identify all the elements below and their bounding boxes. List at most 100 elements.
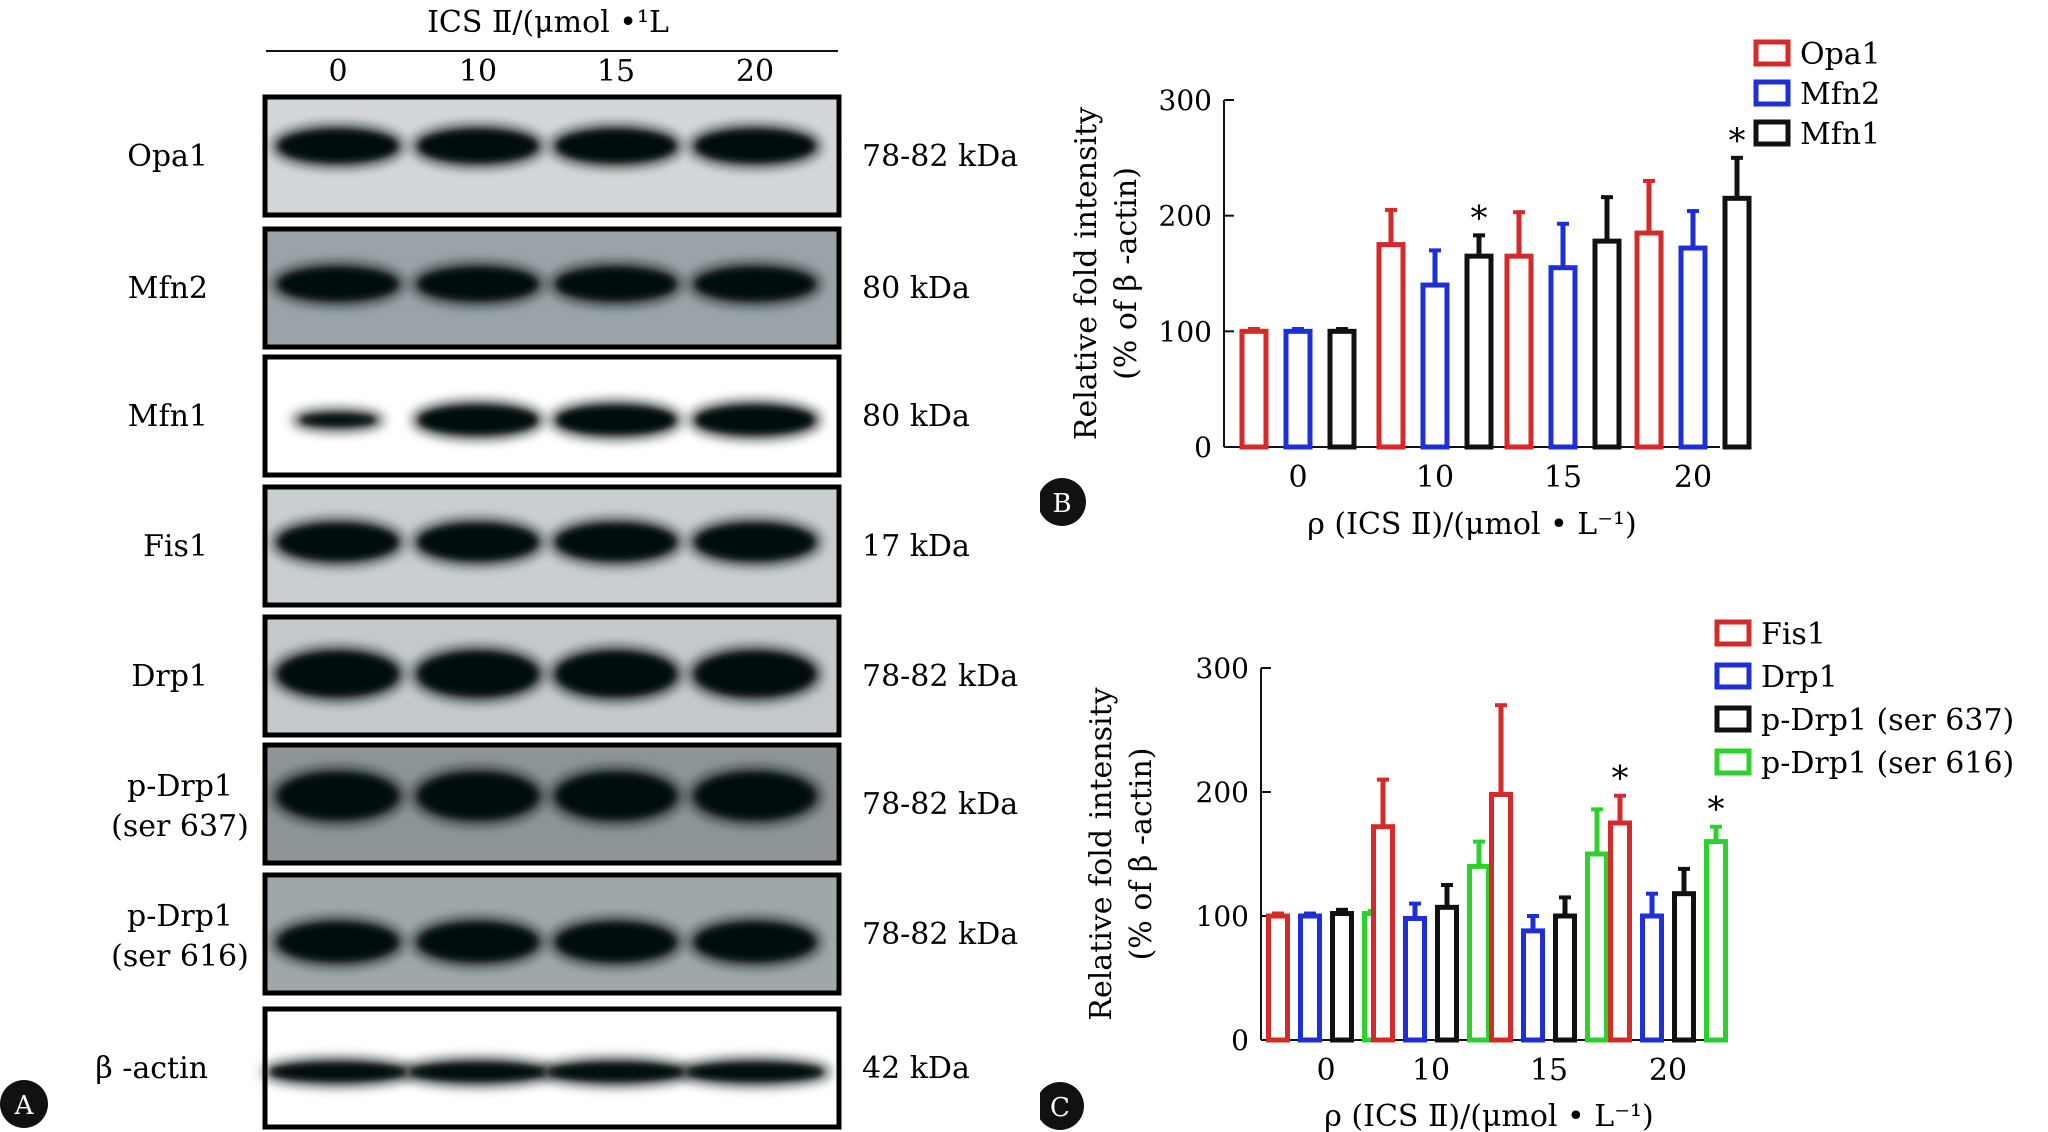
bar [1672, 891, 1696, 1043]
x-axis-label: ρ (ICS Ⅱ)/(μmol • L⁻¹) [1307, 507, 1637, 542]
panel-badge-letter: B [1052, 489, 1071, 519]
bar [1435, 904, 1459, 1043]
blot-band-core [688, 1065, 822, 1079]
blot-band-core [421, 925, 535, 959]
blot-protein-label: β -actin [95, 1051, 208, 1086]
western-blot-panel: ICS Ⅱ/(μmol •¹L 0 10 15 20 Opa1 78-82 kDa Mfn… [0, 5, 1018, 1130]
blot-kda-label: 17 kDa [862, 529, 970, 564]
blot-band-core [559, 775, 673, 817]
x-tick-label: 0 [1288, 460, 1307, 495]
blot-protein-label: p-Drp1 (ser 616) [111, 899, 249, 974]
blot-band-core [549, 1065, 683, 1079]
legend-label: Mfn2 [1800, 77, 1880, 112]
blot-kda-label: 78-82 kDa [862, 659, 1018, 694]
blot-band-core [421, 654, 535, 694]
bar [1239, 328, 1269, 450]
blot-band-core [698, 775, 812, 817]
blot-protein-label: Opa1 [127, 139, 208, 174]
bar [1327, 328, 1357, 450]
blot-row: Opa1 78-82 kDa [127, 94, 1018, 218]
bar [1585, 851, 1609, 1043]
bar [1489, 791, 1513, 1043]
lane-label: 0 [328, 54, 347, 89]
blot-band-core [421, 526, 535, 558]
bar [1298, 913, 1322, 1043]
legend-swatch [1753, 39, 1791, 67]
blot-header: ICS Ⅱ/(μmol •¹L [427, 5, 669, 40]
significance-star: * [1708, 790, 1725, 830]
significance-star: * [1729, 121, 1746, 161]
blot-protein-label: Fis1 [143, 529, 208, 564]
bar [1464, 253, 1494, 450]
blot-band-core [698, 270, 812, 298]
blot-kda-label: 80 kDa [862, 271, 970, 306]
blot-band-core [559, 526, 673, 558]
bar [1403, 915, 1427, 1043]
blot-band-core [698, 925, 812, 959]
blot-kda-label: 78-82 kDa [862, 917, 1018, 952]
blot-protein-label: Mfn2 [128, 271, 208, 306]
legend-label: p-Drp1 (ser 637) [1761, 703, 2014, 738]
blot-band-core [421, 775, 535, 817]
x-tick-label: 20 [1674, 460, 1712, 495]
significance-star: * [1612, 759, 1629, 799]
blot-band-core [559, 925, 673, 959]
lane-label: 20 [736, 54, 774, 89]
bar [1420, 282, 1450, 450]
bar [1467, 863, 1491, 1043]
bar [1608, 820, 1632, 1043]
blot-band-core [698, 526, 812, 558]
y-tick-label: 100 [1196, 900, 1249, 933]
y-tick-label: 300 [1159, 84, 1212, 117]
blot-band-core [559, 132, 673, 160]
panel-a-badge [0, 1080, 48, 1128]
blot-band-core [698, 654, 812, 694]
bar [1504, 253, 1534, 450]
lane-label: 10 [459, 54, 497, 89]
bar [1266, 913, 1290, 1043]
x-tick-label: 20 [1649, 1053, 1687, 1088]
bar [1330, 911, 1354, 1043]
blot-band-core [411, 1065, 545, 1079]
legend-label: Mfn1 [1800, 117, 1880, 152]
y-tick-label: 200 [1196, 776, 1249, 809]
bar [1283, 328, 1313, 450]
panel-badge-letter: C [1050, 1093, 1070, 1123]
blot-band-core [281, 654, 395, 694]
blot-kda-label: 80 kDa [862, 399, 970, 434]
x-tick-label: 10 [1412, 1053, 1450, 1088]
blot-band-core [421, 270, 535, 298]
blot-band-core [559, 270, 673, 298]
bar [1704, 839, 1728, 1043]
significance-star: * [1471, 198, 1488, 238]
blot-band-core [271, 1065, 405, 1079]
legend-swatch [1714, 705, 1752, 733]
blot-row: Mfn2 80 kDa [128, 226, 970, 350]
blot-row: β -actin 42 kDa [95, 1006, 970, 1130]
blot-protein-label: Drp1 [131, 659, 208, 694]
x-tick-label: 10 [1416, 460, 1454, 495]
blot-row: Mfn1 80 kDa [128, 354, 970, 478]
bar [1678, 245, 1708, 450]
bar [1634, 230, 1664, 450]
x-tick-label: 0 [1316, 1053, 1335, 1088]
legend-label: Opa1 [1800, 37, 1881, 72]
blot-kda-label: 78-82 kDa [862, 139, 1018, 174]
legend-label: Fis1 [1761, 617, 1826, 652]
x-axis-label: ρ (ICS Ⅱ)/(μmol • L⁻¹) [1324, 1099, 1654, 1132]
y-tick-label: 0 [1231, 1024, 1249, 1057]
blot-row: p-Drp1 (ser 616) 78-82 kDa [111, 872, 1018, 996]
blot-band-core [281, 132, 395, 160]
bar [1548, 265, 1578, 450]
panel-badge [1040, 1082, 1084, 1130]
legend-swatch [1714, 748, 1752, 776]
blot-band-core [281, 526, 395, 558]
legend-swatch [1753, 79, 1791, 107]
blot-row: p-Drp1 (ser 637) 78-82 kDa [111, 742, 1018, 866]
blot-band-core [281, 270, 395, 298]
blot-band-core [281, 925, 395, 959]
bar [1722, 195, 1752, 450]
blot-band-core [698, 132, 812, 160]
blot-row: Fis1 17 kDa [143, 484, 970, 608]
